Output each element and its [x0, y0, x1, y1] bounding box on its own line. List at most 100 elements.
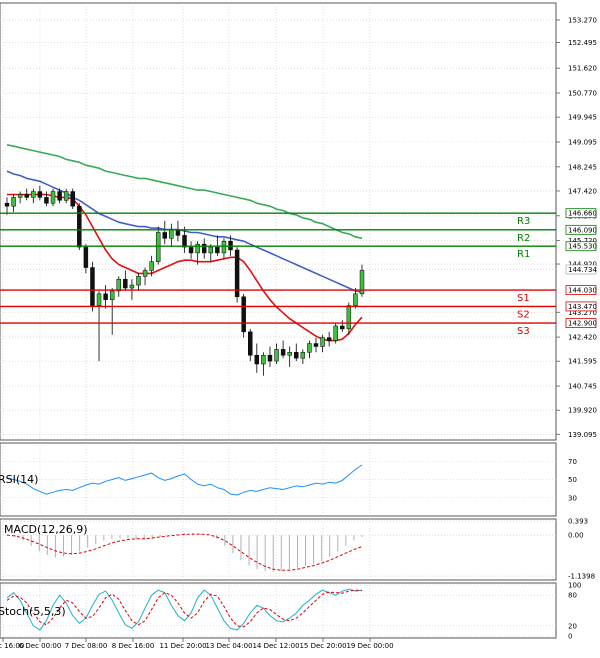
candle-body-up: [208, 246, 214, 254]
candle-body-down: [215, 246, 220, 254]
candle-body-up: [221, 240, 227, 254]
rsi-panel: 70 50 30 RSI(14): [0, 442, 577, 517]
candle-body-down: [162, 232, 168, 239]
candle-body-up: [96, 293, 102, 306]
candle-body-down: [202, 243, 207, 254]
candle: [50, 188, 56, 207]
moving-average-slow-line: [6, 144, 363, 240]
candle: [221, 238, 227, 259]
candle: [346, 302, 352, 335]
candle: [241, 293, 246, 338]
candle: [267, 346, 273, 367]
candle-body-up: [307, 343, 312, 353]
candle: [63, 188, 69, 204]
candle-body-up: [359, 270, 365, 295]
candle-body-up: [149, 261, 154, 271]
candle: [116, 276, 121, 297]
candle: [11, 194, 16, 212]
price-axis-label: 149.095: [568, 138, 597, 146]
price-axis-label: 140.745: [568, 383, 597, 391]
price-axis-label: 153.270: [568, 16, 597, 24]
candle-body-down: [267, 354, 273, 362]
candle-body-down: [123, 278, 128, 289]
candle: [17, 191, 23, 204]
candle-body-down: [313, 343, 319, 347]
price-panel-frame: [0, 2, 557, 441]
last-price-tag-box: [565, 264, 597, 275]
candle-body-up: [300, 352, 306, 359]
macd-panel: 0.393 0.00 -1.1398 MACD(12,26,9): [0, 518, 595, 581]
macd-signal-line: [6, 533, 363, 571]
candle-body-up: [353, 293, 358, 306]
price-axis-label: 145.720: [568, 237, 597, 245]
candle-body-down: [280, 349, 286, 356]
candle-body-up: [333, 325, 338, 341]
candle-body-down: [44, 197, 49, 204]
candle: [307, 340, 312, 359]
pivot-level-tags: 146.660 146.090 145.530 144.030 143.470 142.9…: [565, 208, 597, 328]
candle: [96, 290, 102, 362]
time-axis-label: 7 Dec 08:00: [65, 642, 108, 650]
time-axis-label: 19 Dec 00:00: [346, 642, 393, 650]
candle: [294, 343, 299, 362]
candle-body-up: [11, 197, 16, 207]
candle: [24, 188, 29, 201]
time-axis-label: 13 Dec 04:00: [205, 642, 252, 650]
pivot-tag-s3: 142.900: [568, 320, 597, 328]
candle: [300, 349, 306, 364]
rsi-title: RSI(14): [0, 473, 38, 486]
candle: [195, 241, 200, 265]
price-axis-label: 142.420: [568, 334, 597, 342]
candle: [142, 267, 148, 286]
pivot-label-s1: S1: [517, 293, 530, 304]
candle: [44, 191, 49, 207]
candle-body-down: [77, 205, 82, 248]
pivot-tag-box: [565, 318, 597, 328]
pivot-tag-box: [565, 208, 597, 219]
candle-body-up: [155, 232, 161, 262]
time-axis-label: 5 Dec 16:00: [0, 642, 24, 650]
candle-body-down: [234, 249, 240, 298]
time-axis-label: 8 Dec 16:00: [112, 642, 155, 650]
candle: [123, 270, 128, 291]
rsi-axis-label: 70: [568, 458, 577, 466]
pivot-tag-s1: 144.030: [568, 287, 597, 295]
stochastic-lines: [6, 588, 363, 631]
candle-body-down: [340, 325, 345, 330]
rsi-panel-frame: [0, 442, 557, 517]
candle: [182, 226, 187, 253]
candle-body-down: [24, 194, 29, 198]
pivot-label-s3: S3: [517, 326, 530, 337]
candle: [208, 244, 214, 262]
candlesticks: [4, 185, 365, 376]
candle: [261, 352, 266, 376]
pivot-tag-r2: 146.090: [568, 226, 597, 234]
candle: [280, 340, 286, 359]
candle-body-up: [63, 191, 69, 201]
candle: [326, 331, 332, 347]
time-axis-label: 11 Dec 20:00: [159, 642, 206, 650]
candle-body-up: [116, 278, 121, 292]
stochastic-axis-label: 0: [568, 633, 572, 641]
price-axis-label: 143.270: [568, 309, 597, 317]
candle: [274, 343, 279, 364]
candle: [57, 188, 62, 204]
candle: [149, 255, 154, 277]
price-axis-label: 152.495: [568, 39, 597, 47]
candle: [103, 285, 108, 309]
pivot-tag-s2: 143.470: [568, 303, 597, 311]
candle: [31, 188, 36, 204]
time-axis: 5 Dec 16:006 Dec 00:007 Dec 08:00 8 Dec 1…: [0, 638, 394, 650]
candle-body-down: [4, 202, 10, 207]
candle: [202, 238, 207, 259]
candle-body-up: [129, 284, 135, 289]
price-axis-label: 151.620: [568, 65, 597, 73]
macd-grid: 0.393 0.00 -1.1398: [0, 518, 595, 581]
macd-axis-label: 0.393: [568, 518, 588, 526]
time-axis-label: 6 Dec 00:00: [19, 642, 62, 650]
candle-body-down: [294, 352, 299, 359]
stochastic-axis-label: 80: [568, 592, 577, 600]
pivot-label-r2: R2: [517, 233, 530, 244]
